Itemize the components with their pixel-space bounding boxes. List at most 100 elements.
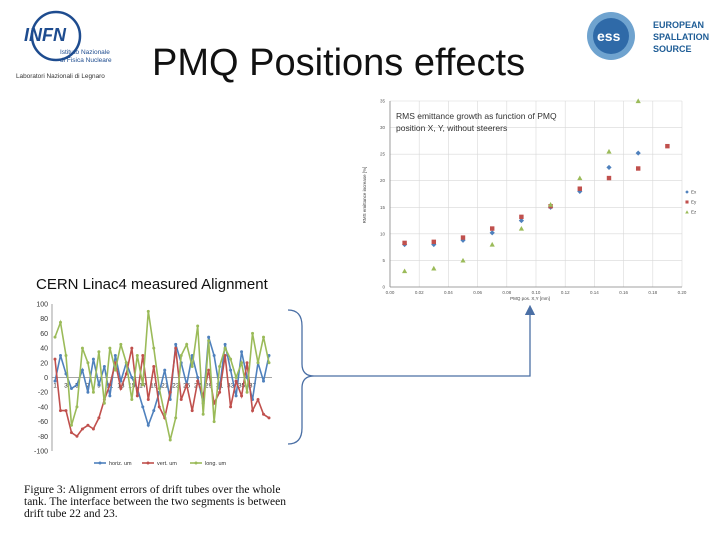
emit-point-ez [402,268,408,274]
emit-y-tick: 15 [380,205,386,210]
align-point [190,409,194,413]
emit-point-ey [460,235,466,240]
align-legend: horiz. um vert. um long. um [94,461,227,467]
align-point [174,416,178,420]
align-point [108,394,112,398]
align-point [113,368,117,372]
align-point [91,427,95,431]
align-point [185,383,189,387]
align-point [229,405,233,409]
align-point [174,342,178,346]
align-point [97,416,101,420]
align-y-tick: -40 [38,404,48,411]
align-point [229,368,233,372]
align-legend-marker [194,461,198,465]
align-point [223,353,227,357]
emit-x-tick: 0.12 [561,290,570,295]
emit-x-tick: 0.08 [502,290,511,295]
align-point [207,339,211,343]
align-x-tick: 27 [194,383,202,390]
emit-point-ez [606,148,612,154]
align-point [86,423,90,427]
alignment-chart: 100806040200-20-40-60-80-100135791113151… [34,302,272,467]
align-point [207,368,211,372]
align-point [234,394,238,398]
emit-point-ez [577,175,583,181]
align-point [64,353,68,357]
emit-point-ex [635,150,641,156]
emit-point-ez [635,98,641,104]
emit-x-tick: 0.02 [415,290,424,295]
cern-alignment-label: CERN Linac4 measured Alignment [36,276,268,293]
align-y-tick: -80 [38,434,48,441]
align-point [58,320,62,324]
align-point [119,342,123,346]
emit-point-ey [635,166,641,171]
align-point [201,412,205,416]
align-point [135,394,139,398]
align-x-tick: 3 [64,383,68,390]
align-point [240,361,244,365]
align-point [163,368,167,372]
connector-arrow [287,304,536,445]
align-point [119,387,123,391]
align-point [251,331,255,335]
align-point [234,379,238,383]
emit-point-ez [489,241,495,247]
align-x-tick: 21 [161,383,169,390]
align-y-tick: -60 [38,419,48,426]
align-y-tick: -100 [34,449,48,456]
emit-legend-marker [685,210,689,214]
emit-x-tick: 0.10 [532,290,541,295]
align-point [91,390,95,394]
emit-point-ey [577,186,583,191]
align-point [135,353,139,357]
infn-logo: INFN Istituto Nazionale di Fisica Nuclea… [16,10,112,80]
align-point [179,398,183,402]
align-point [146,398,150,402]
align-point [157,405,161,409]
emit-x-tick: 0.14 [590,290,599,295]
align-point [245,390,249,394]
align-point [80,427,84,431]
align-x-tick: 19 [150,383,158,390]
emit-point-ey [402,240,407,246]
ess-logo-word: ess [597,28,621,44]
align-point [53,335,57,339]
infn-logo-line1: Istituto Nazionale [60,49,110,56]
ess-logo: ess EUROPEAN SPALLATION SOURCE [587,12,709,60]
align-point [97,383,101,387]
align-point [229,357,233,361]
align-point [152,346,156,350]
align-point [251,409,255,413]
align-point [190,364,194,368]
align-legend-marker [146,461,150,465]
emit-point-ex [606,164,612,171]
align-y-tick: 100 [36,302,48,309]
align-x-tick: 7 [86,383,90,390]
align-point [75,405,79,409]
emit-point-ey [665,143,670,149]
ess-logo-line2: SPALLATION [653,32,709,42]
align-point [262,335,266,339]
emit-legend: Ex Ey Ez [685,190,697,215]
align-y-tick: 20 [40,360,48,367]
align-point [267,361,271,365]
align-point [69,387,73,391]
align-point [108,383,112,387]
align-point [146,423,150,427]
align-point [262,412,266,416]
align-point [218,364,222,368]
slide-title: PMQ Positions effects [152,42,526,84]
align-x-tick: 29 [205,383,213,390]
emit-x-tick: 0.04 [444,290,453,295]
align-legend-label: horiz. um [109,461,132,467]
align-series-line [54,311,270,441]
emit-x-tick: 0.16 [619,290,628,295]
emit-x-tick: 0.00 [386,290,395,295]
align-y-tick: 60 [40,331,48,338]
align-point [196,376,200,379]
align-point [185,342,189,346]
align-point [218,390,222,394]
infn-logo-word: INFN [24,25,67,45]
